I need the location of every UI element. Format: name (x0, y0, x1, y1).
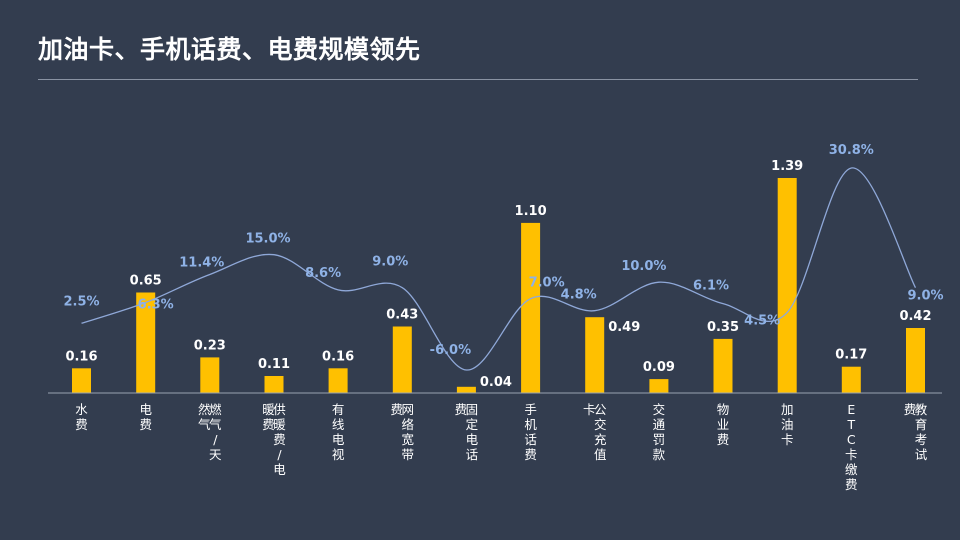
category-label-0: 水费 (75, 402, 88, 432)
category-label-7: 手机话费 (524, 402, 537, 462)
pct-label-8: 4.8% (561, 288, 597, 303)
value-label-7: 1.10 (515, 204, 547, 219)
svg-text:公交充值: 公交充值 (594, 402, 607, 462)
title-divider (38, 79, 918, 80)
svg-text:加油卡: 加油卡 (781, 402, 794, 447)
value-label-12: 0.17 (835, 348, 867, 363)
bar-1 (136, 292, 156, 393)
svg-text:费: 费 (904, 402, 917, 417)
svg-text:然气: 然气 (198, 402, 211, 432)
percent-labels: 2.5% 6.3% 11.4% 15.0% 8.6% 9.0% -6.0% 7.0%4.8% 1… (63, 143, 943, 358)
category-label-9: 交通罚款 (653, 402, 666, 462)
category-label-10: 物业费 (717, 402, 730, 447)
category-label-3: 供暖费/电暖费 (262, 402, 286, 477)
svg-text:交通罚款: 交通罚款 (653, 402, 666, 462)
value-label-8: 0.49 (608, 320, 640, 335)
category-label-11: 加油卡 (781, 402, 794, 447)
bar-3 (264, 376, 284, 393)
pct-label-13: 9.0% (907, 289, 943, 304)
pct-label-2: 11.4% (179, 256, 224, 271)
pct-label-5: 9.0% (372, 255, 408, 270)
bar-8 (585, 317, 605, 393)
svg-text:供暖费/电: 供暖费/电 (273, 402, 286, 477)
svg-text:电费: 电费 (139, 402, 152, 432)
value-label-6: 0.04 (480, 375, 512, 390)
category-label-4: 有线电视 (332, 402, 345, 462)
pct-label-1: 6.3% (138, 298, 174, 313)
bar-7 (521, 222, 541, 393)
svg-text:手机话费: 手机话费 (524, 402, 537, 462)
bar-10 (713, 338, 733, 393)
svg-text:费: 费 (455, 402, 468, 417)
pct-label-10: 6.1% (693, 279, 729, 294)
category-label-12: E T C 卡缴费 (845, 402, 858, 492)
pct-label-11: 4.5% (744, 313, 780, 328)
bar-0 (72, 368, 91, 393)
bar-11 (777, 178, 797, 393)
value-label-11: 1.39 (771, 159, 803, 174)
bar-12 (841, 366, 861, 393)
value-label-5: 0.43 (386, 308, 418, 323)
pct-label-3: 15.0% (245, 232, 290, 247)
bar-series (72, 178, 925, 393)
svg-text:固定电话: 固定电话 (466, 402, 479, 462)
svg-text:卡: 卡 (583, 402, 596, 417)
pct-label-0: 2.5% (63, 294, 99, 309)
pct-label-6: -6.0% (430, 343, 471, 358)
bar-13 (906, 328, 925, 393)
value-label-4: 0.16 (322, 349, 354, 364)
value-label-0: 0.16 (65, 349, 97, 364)
value-label-3: 0.11 (258, 357, 290, 372)
pct-label-12: 30.8% (829, 143, 874, 158)
bar-2 (200, 357, 220, 393)
svg-text:暖费: 暖费 (262, 402, 275, 432)
growth-rate-line (81, 167, 917, 371)
svg-text:燃气/天: 燃气/天 (209, 402, 222, 462)
value-label-9: 0.09 (643, 360, 675, 375)
pct-label-7: 7.0% (529, 276, 565, 291)
category-label-1: 电费 (139, 402, 152, 432)
page-title: 加油卡、手机话费、电费规模领先 (38, 35, 421, 64)
category-label-2: 燃气/天然气 (198, 402, 222, 462)
svg-text:有线电视: 有线电视 (332, 402, 345, 462)
svg-text:水费: 水费 (75, 402, 88, 432)
value-label-1: 0.65 (130, 274, 162, 289)
value-label-10: 0.35 (707, 320, 739, 335)
svg-text:网络宽带: 网络宽带 (402, 402, 415, 462)
svg-text:教育考试: 教育考试 (915, 402, 928, 462)
value-label-2: 0.23 (194, 338, 226, 353)
value-labels: 0.16 0.65 0.23 0.11 0.16 0.43 0.04 1.10 0.49 0.09… (65, 159, 931, 390)
pct-label-9: 10.0% (621, 259, 666, 274)
value-label-13: 0.42 (899, 309, 931, 324)
bar-4 (328, 368, 348, 393)
svg-text:物业费: 物业费 (717, 402, 730, 447)
pct-label-4: 8.6% (305, 266, 341, 281)
bar-5 (392, 326, 412, 393)
bar-9 (649, 379, 669, 393)
bar-6 (456, 386, 476, 393)
svg-text:费: 费 (391, 402, 404, 417)
